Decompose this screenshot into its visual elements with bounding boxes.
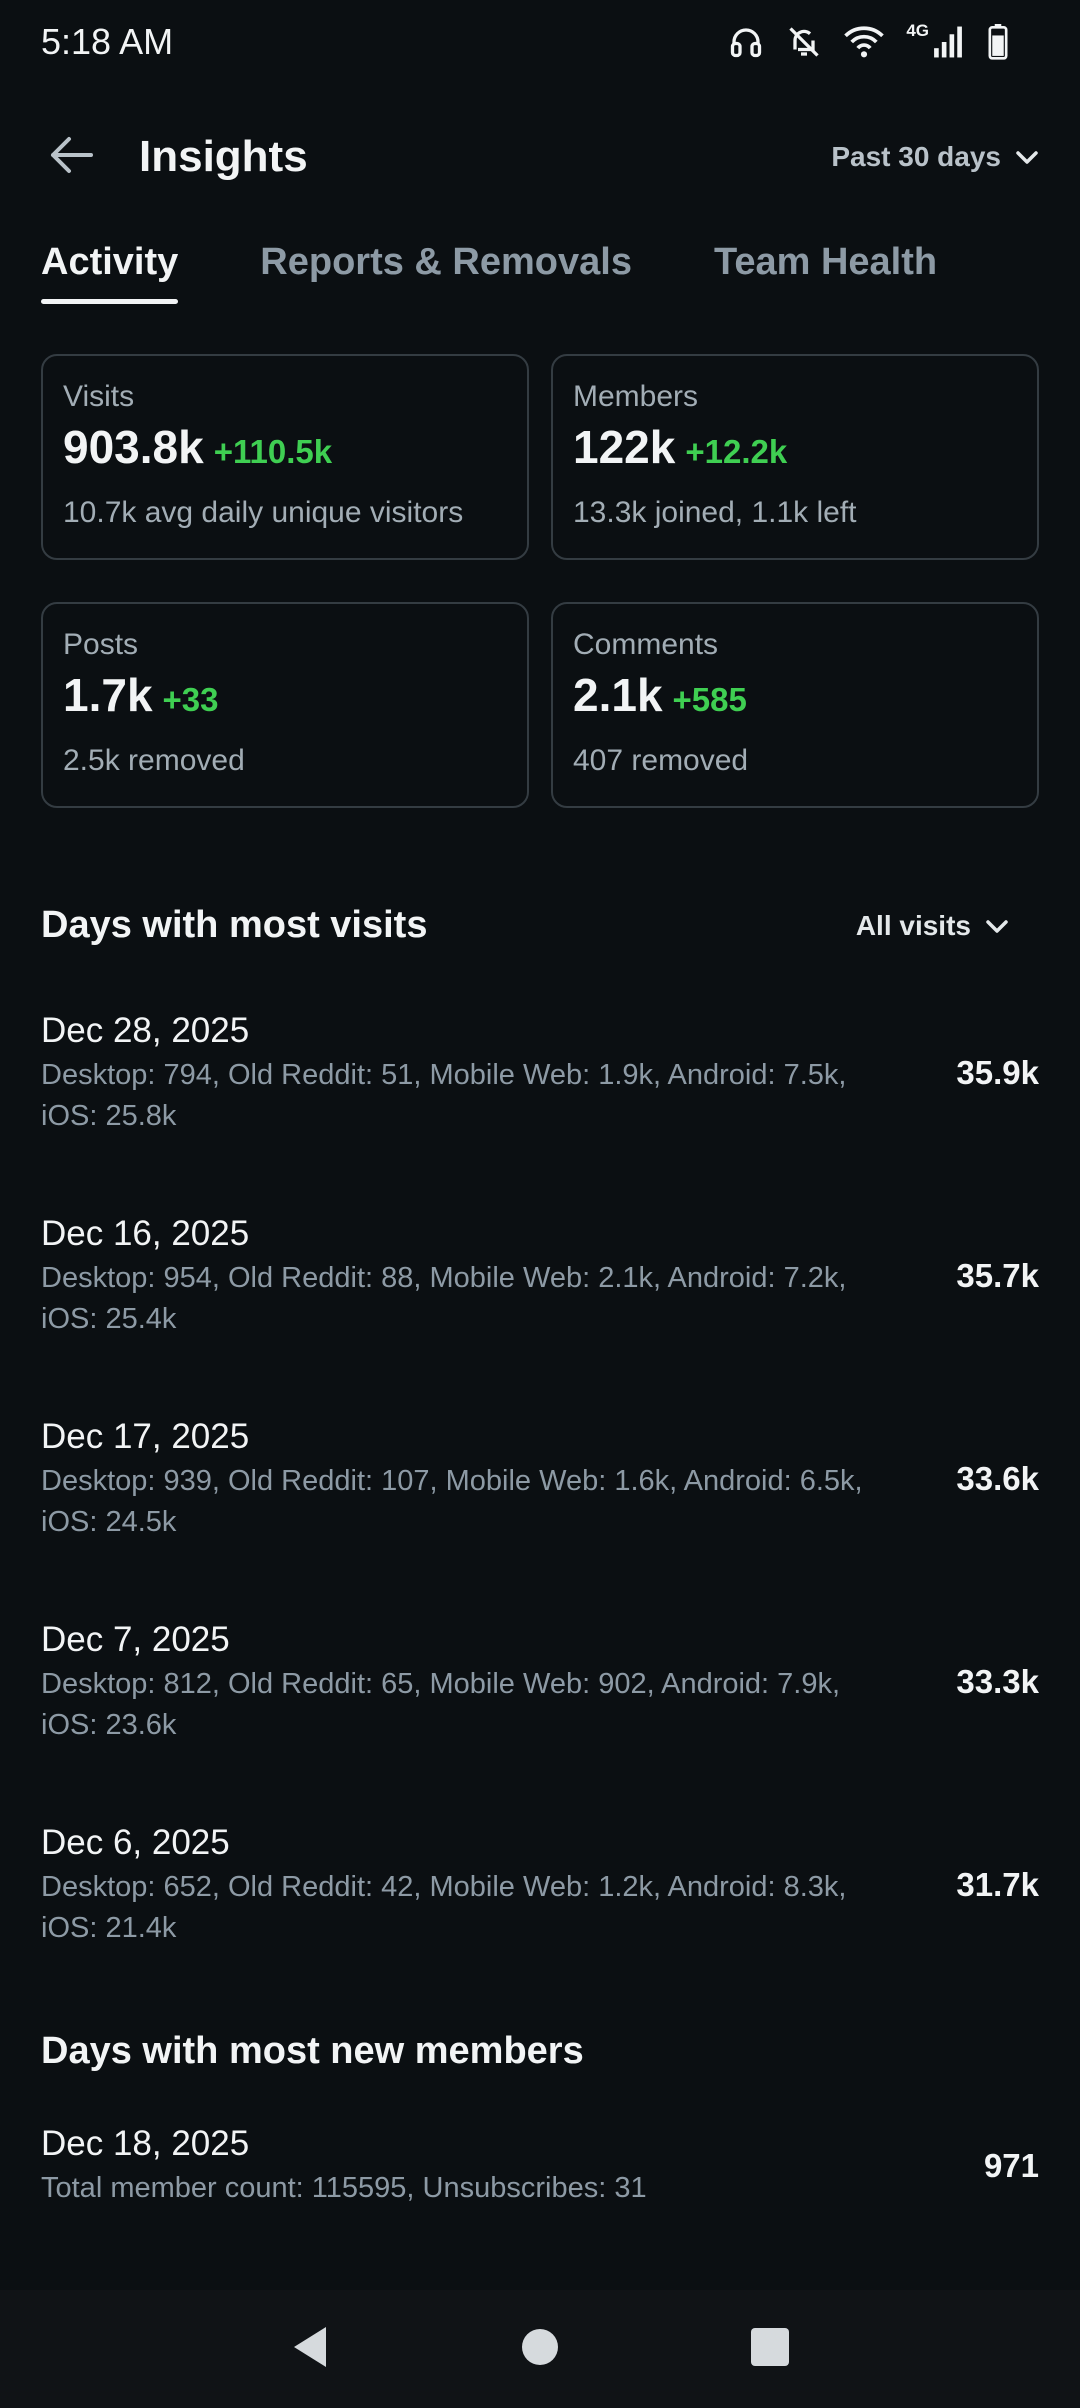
stat-card-label: Members <box>573 380 699 413</box>
visits-filter-label: All visits <box>855 909 971 941</box>
nav-back-button[interactable] <box>280 2319 340 2379</box>
list-item[interactable]: Dec 6, 2025 Desktop: 652, Old Reddit: 42… <box>41 1821 1039 1949</box>
visits-filter-dropdown[interactable]: All visits <box>856 910 1009 942</box>
list-item[interactable]: Dec 17, 2025 Desktop: 939, Old Reddit: 1… <box>41 1415 1039 1543</box>
stat-card-subtext: 2.5k removed <box>63 744 245 777</box>
page-title: Insights <box>139 132 308 181</box>
wifi-icon <box>844 24 885 60</box>
stat-card-value: 1.7k <box>63 669 153 721</box>
status-bar: 5:18 AM 4G <box>0 0 1080 84</box>
day-total: 33.3k <box>956 1663 1039 1700</box>
section-title: Days with most new members <box>41 2030 584 2072</box>
stat-cards: Visits 903.8k +110.5k 10.7k avg daily un… <box>41 354 1039 808</box>
stat-card-label: Visits <box>63 380 135 413</box>
day-breakdown: Desktop: 652, Old Reddit: 42, Mobile Web… <box>41 1871 847 1944</box>
day-date: Dec 28, 2025 <box>41 1011 250 1050</box>
tab-bar: Activity Reports & Removals Team Health <box>41 238 937 318</box>
day-date: Dec 18, 2025 <box>41 2124 250 2163</box>
day-total: 31.7k <box>956 1866 1039 1903</box>
header: Insights Past 30 days <box>0 112 1080 202</box>
date-range-label: Past 30 days <box>831 141 1001 172</box>
day-breakdown: Desktop: 812, Old Reddit: 65, Mobile Web… <box>41 1668 841 1741</box>
battery-icon <box>987 24 1009 60</box>
day-total: 971 <box>983 2146 1039 2184</box>
date-range-dropdown[interactable]: Past 30 days <box>831 141 1039 173</box>
nav-recents-button[interactable] <box>740 2319 800 2379</box>
stat-card-subtext: 13.3k joined, 1.1k left <box>573 496 857 529</box>
day-breakdown: Desktop: 939, Old Reddit: 107, Mobile We… <box>41 1465 863 1538</box>
list-item[interactable]: Dec 7, 2025 Desktop: 812, Old Reddit: 65… <box>41 1618 1039 1746</box>
stat-card-comments[interactable]: Comments 2.1k +585 407 removed <box>551 602 1039 808</box>
day-date: Dec 6, 2025 <box>41 1823 230 1862</box>
chevron-down-icon <box>1015 141 1039 173</box>
square-recents-icon <box>750 2327 790 2372</box>
stat-card-posts[interactable]: Posts 1.7k +33 2.5k removed <box>41 602 529 808</box>
day-breakdown: Desktop: 954, Old Reddit: 88, Mobile Web… <box>41 1262 847 1335</box>
arrow-left-icon <box>47 135 95 180</box>
stat-card-delta: +585 <box>672 681 747 718</box>
system-nav-bar <box>0 2290 1080 2408</box>
stat-card-visits[interactable]: Visits 903.8k +110.5k 10.7k avg daily un… <box>41 354 529 560</box>
status-icons: 4G <box>728 21 1009 60</box>
stat-card-subtext: 407 removed <box>573 744 749 777</box>
day-total: 33.6k <box>956 1460 1039 1497</box>
stat-card-subtext: 10.7k avg daily unique visitors <box>63 496 464 529</box>
day-total: 35.7k <box>956 1257 1039 1294</box>
stat-card-members[interactable]: Members 122k +12.2k 13.3k joined, 1.1k l… <box>551 354 1039 560</box>
stat-card-value: 122k <box>573 421 676 473</box>
tab-reports-removals[interactable]: Reports & Removals <box>260 241 632 283</box>
list-item[interactable]: Dec 28, 2025 Desktop: 794, Old Reddit: 5… <box>41 1009 1039 1137</box>
day-breakdown: Total member count: 115595, Unsubscribes… <box>41 2172 647 2204</box>
cell-signal-icon: 4G <box>906 21 965 59</box>
day-total: 35.9k <box>956 1054 1039 1091</box>
circle-home-icon <box>520 2327 560 2372</box>
tab-activity[interactable]: Activity <box>41 238 179 312</box>
stat-card-delta: +33 <box>162 681 219 718</box>
most-visits-header: Days with most visits All visits <box>41 904 1039 947</box>
most-members-header: Days with most new members <box>41 2030 1039 2073</box>
stat-card-label: Posts <box>63 628 139 661</box>
stat-card-value: 2.1k <box>573 669 663 721</box>
status-time: 5:18 AM <box>41 21 174 62</box>
day-date: Dec 16, 2025 <box>41 1214 250 1253</box>
stat-card-delta: +12.2k <box>685 433 788 470</box>
back-button[interactable] <box>41 127 101 187</box>
network-type-label: 4G <box>906 21 929 40</box>
stat-card-value: 903.8k <box>63 421 204 473</box>
nav-home-button[interactable] <box>510 2319 570 2379</box>
list-item[interactable]: Dec 16, 2025 Desktop: 954, Old Reddit: 8… <box>41 1212 1039 1340</box>
headphones-icon <box>728 24 764 60</box>
stat-card-label: Comments <box>573 628 719 661</box>
day-date: Dec 17, 2025 <box>41 1417 250 1456</box>
day-date: Dec 7, 2025 <box>41 1620 230 1659</box>
list-item[interactable]: Dec 18, 2025 Total member count: 115595,… <box>41 2122 1039 2209</box>
section-title: Days with most visits <box>41 904 428 946</box>
bell-off-icon <box>786 24 822 60</box>
triangle-back-icon <box>290 2325 330 2374</box>
tab-team-health[interactable]: Team Health <box>713 241 938 283</box>
chevron-down-icon <box>985 910 1009 942</box>
day-breakdown: Desktop: 794, Old Reddit: 51, Mobile Web… <box>41 1059 847 1132</box>
stat-card-delta: +110.5k <box>213 433 333 470</box>
